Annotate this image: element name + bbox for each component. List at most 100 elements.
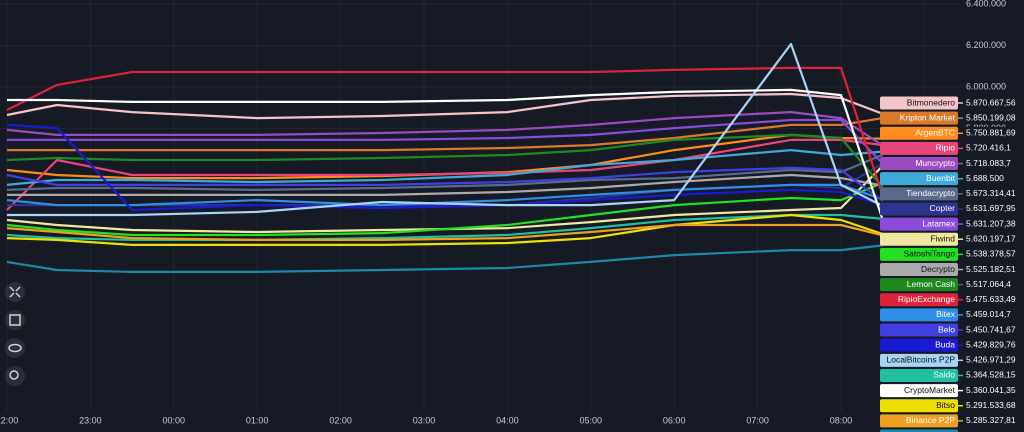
x-tick-label: 02:00 — [329, 415, 352, 425]
legend-label: Buenbit — [926, 173, 955, 183]
series-line — [6, 133, 884, 188]
visibility-button[interactable] — [5, 338, 25, 358]
value-label: 5.870.667,56 — [966, 97, 1016, 107]
value-label: 5.631.697,95 — [966, 203, 1016, 213]
price-label: Fiwind 5.620.197,17 — [880, 232, 1024, 246]
legend-label: Latamex — [922, 218, 955, 228]
series-line — [6, 165, 884, 234]
x-tick-label: 23:00 — [79, 415, 102, 425]
value-label: 5.850.199,08 — [966, 112, 1016, 122]
price-label-name-box — [880, 141, 958, 155]
series-line — [6, 223, 883, 241]
price-label-name-box — [880, 429, 958, 432]
value-label: 5.673.314,41 — [966, 188, 1016, 198]
legend-label: CryptoMarket — [904, 385, 956, 395]
price-label-value-box — [958, 338, 1024, 352]
price-label-value-box — [958, 429, 1024, 432]
price-label-name-box — [880, 414, 958, 428]
price-label-value-box — [958, 202, 1024, 216]
x-tick-label: 03:00 — [413, 415, 436, 425]
x-tick-label: 05:00 — [580, 415, 603, 425]
x-tick-label: 22:00 — [0, 415, 18, 425]
price-label-value-box — [958, 217, 1024, 231]
price-label-name-box — [880, 157, 958, 171]
lines — [6, 42, 884, 273]
price-label-value-box — [958, 399, 1024, 413]
price-label: Belo 5.450.741,67 — [880, 323, 1024, 337]
legend-label: SatoshiTango — [903, 249, 955, 259]
price-label: Bitmonedero 5.870.667,56 — [880, 96, 1024, 110]
value-label: 5.475.633,49 — [966, 294, 1016, 304]
legend-label: Tiendacrypto — [906, 188, 955, 198]
series-line — [6, 149, 883, 186]
price-label: Copter 5.631.697,95 — [880, 202, 1024, 216]
price-label-name-box — [880, 232, 958, 246]
legend-label: Bitso — [936, 400, 955, 410]
value-label: 5.517.064,4 — [966, 279, 1011, 289]
legend-label: RipioExchange — [898, 294, 955, 304]
series-line — [6, 92, 884, 120]
price-label: Latamex 5.631.207,38 — [880, 217, 1024, 231]
price-label: CryptoMarket 5.360.041,35 — [880, 384, 1024, 398]
value-label: 5.718.083,7 — [966, 158, 1011, 168]
price-label-name-box — [880, 323, 958, 337]
price-label: Tiendacrypto 5.673.314,41 — [880, 187, 1024, 201]
price-label-name-box — [880, 384, 958, 398]
x-tick-label: 04:00 — [496, 415, 519, 425]
legend-label: Binance P2P — [906, 415, 955, 425]
value-label: 5.426.971,29 — [966, 355, 1016, 365]
price-label-name-box — [880, 293, 958, 307]
price-label-value-box — [958, 157, 1024, 171]
calendar-button[interactable] — [5, 310, 25, 330]
series-line — [6, 166, 884, 202]
price-label-value-box — [958, 141, 1024, 155]
value-label: 5.291.533,68 — [966, 400, 1016, 410]
price-label-value-box — [958, 293, 1024, 307]
price-label: Bitso 5.291.533,68 — [880, 399, 1024, 413]
eye-icon — [8, 343, 22, 353]
price-label-name-box — [880, 338, 958, 352]
series-line — [6, 183, 884, 207]
legend-label: Fiwind — [930, 233, 955, 243]
axes: 22:00 23:00 00:00 01:00 02:00 03:00 04:00 05:00… — [0, 0, 1006, 425]
price-label-value-box — [958, 263, 1024, 276]
value-label: 5.525.182,51 — [966, 264, 1016, 274]
toolbar — [5, 282, 25, 386]
zoom-button[interactable] — [5, 366, 25, 386]
price-label-value-box — [958, 308, 1024, 322]
series-line — [7, 118, 884, 165]
price-label: Ripio 5.720.416,1 — [880, 141, 1024, 155]
price-labels: Bitmonedero 5.870.667,56 Kripton Market 5.8… — [880, 96, 1024, 432]
fit-button[interactable] — [5, 282, 25, 302]
legend-label: Buda — [935, 339, 955, 349]
price-label: FTX 5.236.558,55 — [880, 429, 1024, 432]
price-label-value-box — [958, 96, 1024, 110]
value-label: 5.720.416,1 — [966, 143, 1011, 153]
legend-label: ArgenBTC — [915, 128, 955, 138]
price-label-name-box — [880, 202, 958, 216]
price-label-value-box — [958, 414, 1024, 428]
price-label: Lemon Cash 5.517.064,4 — [880, 278, 1024, 292]
price-label-value-box — [958, 323, 1024, 337]
legend-label: Ripio — [936, 143, 956, 153]
legend-label: Copter — [929, 203, 955, 213]
legend-label: Bitex — [936, 309, 956, 319]
value-label: 5.450.741,67 — [966, 324, 1016, 334]
price-label: LocalBitcoins P2P 5.426.971,29 — [880, 353, 1024, 367]
price-label: SatoshiTango 5.538.378,57 — [880, 247, 1024, 261]
zoom-icon — [9, 370, 19, 380]
price-label: Decrypto 5.525.182,51 — [880, 263, 1024, 276]
price-label-name-box — [880, 247, 958, 261]
x-tick-label: 06:00 — [663, 415, 686, 425]
y-tick-label: 6.200.000 — [966, 40, 1006, 50]
value-label: 5.620.197,17 — [966, 233, 1016, 243]
legend-label: Decrypto — [921, 264, 955, 274]
price-label: Muncrypto 5.718.083,7 — [880, 157, 1024, 171]
price-label: Kripton Market 5.850.199,08 — [880, 111, 1024, 125]
value-label: 5.631.207,38 — [966, 218, 1016, 228]
price-label: Binance P2P 5.285.327,81 — [880, 414, 1024, 428]
legend-label: Saldo — [933, 370, 955, 380]
price-label-value-box — [958, 172, 1024, 186]
y-tick-label: 6.000.000 — [966, 81, 1006, 91]
x-tick-label: 08:00 — [830, 415, 853, 425]
